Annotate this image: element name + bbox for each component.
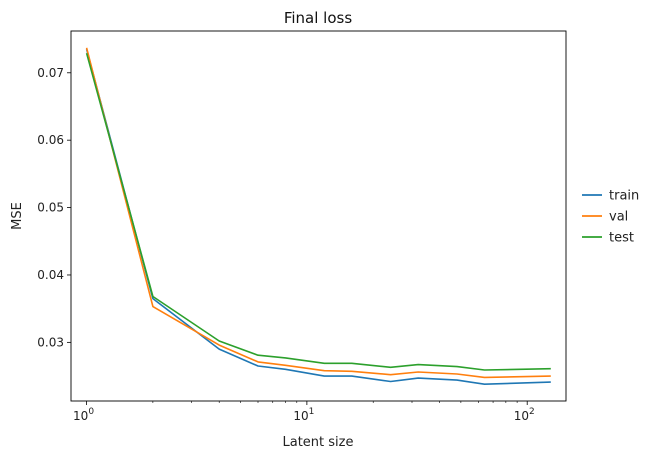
x-axis-ticks: 100 101 102 — [73, 401, 535, 423]
x-axis-title: Latent size — [283, 435, 354, 450]
x-tick-label: 101 — [293, 407, 314, 423]
series-line-test — [85, 52, 551, 371]
x-minor-ticks — [152, 401, 518, 403]
y-tick-label: 0.04 — [37, 268, 64, 282]
chart-title: Final loss — [284, 9, 352, 27]
y-axis-title: MSE — [10, 202, 25, 230]
y-tick-label: 0.07 — [37, 66, 64, 80]
plot-area-frame — [70, 30, 567, 402]
y-tick-label: 0.06 — [37, 133, 64, 147]
y-tick-label: 0.05 — [37, 201, 64, 215]
x-tick-label: 102 — [514, 407, 535, 423]
series-line-val — [85, 47, 551, 379]
y-tick-label: 0.03 — [37, 335, 64, 349]
legend-label-val: val — [609, 210, 628, 225]
y-axis-ticks: 0.03 0.04 0.05 0.06 0.07 — [37, 66, 71, 349]
series-line-train — [85, 48, 551, 386]
legend-label-train: train — [609, 189, 639, 204]
legend: train val test — [582, 189, 639, 246]
series-layer — [85, 47, 551, 386]
x-tick-label: 100 — [73, 407, 94, 423]
legend-label-test: test — [609, 231, 634, 246]
